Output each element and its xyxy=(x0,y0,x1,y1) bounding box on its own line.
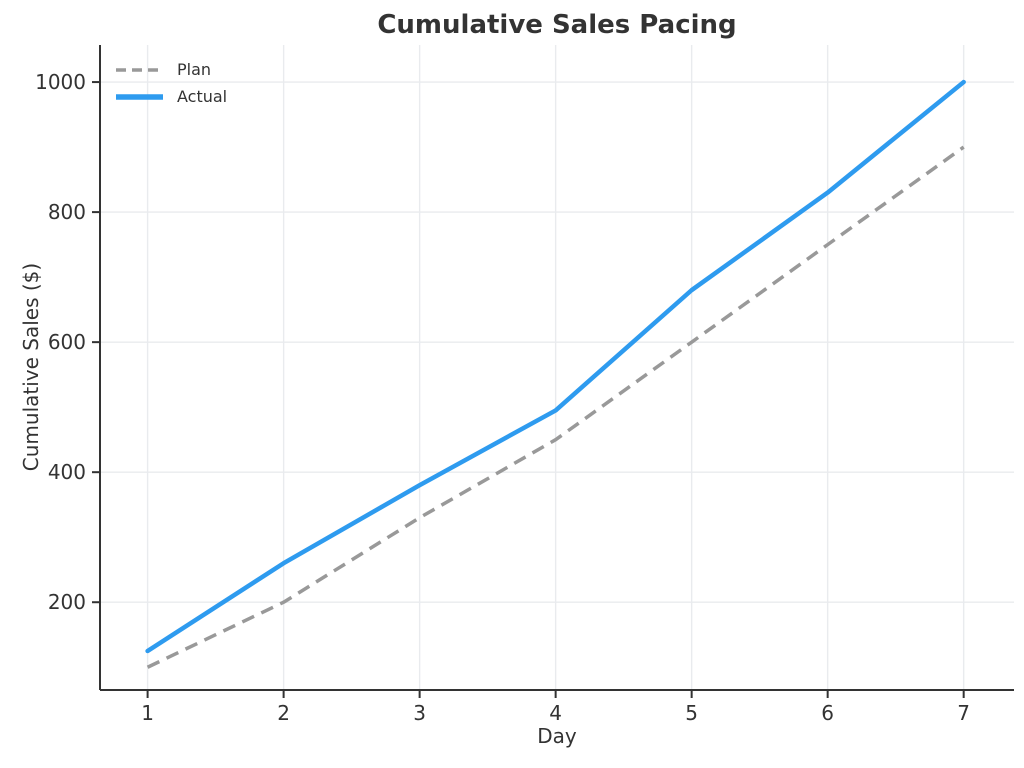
y-tick-label: 400 xyxy=(48,460,86,484)
x-tick-label: 6 xyxy=(821,701,834,725)
plan-swatch-line xyxy=(116,68,163,72)
x-tick-label: 4 xyxy=(549,701,562,725)
y-tick-label: 200 xyxy=(48,590,86,614)
y-tick-label: 600 xyxy=(48,330,86,354)
y-axis-label: Cumulative Sales ($) xyxy=(19,262,43,472)
x-tick-label: 2 xyxy=(277,701,290,725)
legend-label-actual: Actual xyxy=(177,87,228,106)
legend-item-actual: Actual xyxy=(116,87,227,107)
x-axis-label: Day xyxy=(537,724,577,748)
x-tick-label: 5 xyxy=(685,701,698,725)
y-tick-label: 1000 xyxy=(35,70,86,94)
chart-title: Cumulative Sales Pacing xyxy=(377,10,737,40)
legend: Plan Actual xyxy=(116,60,227,107)
y-tick-label: 800 xyxy=(48,200,86,224)
actual-swatch-line xyxy=(116,94,163,100)
series-line-actual xyxy=(145,79,966,654)
x-tick-label: 1 xyxy=(141,701,154,725)
legend-item-plan: Plan xyxy=(116,60,227,80)
x-tick-label: 3 xyxy=(413,701,426,725)
x-tick-label: 7 xyxy=(957,701,970,725)
series-line-plan xyxy=(146,145,965,669)
legend-label-plan: Plan xyxy=(177,60,212,79)
